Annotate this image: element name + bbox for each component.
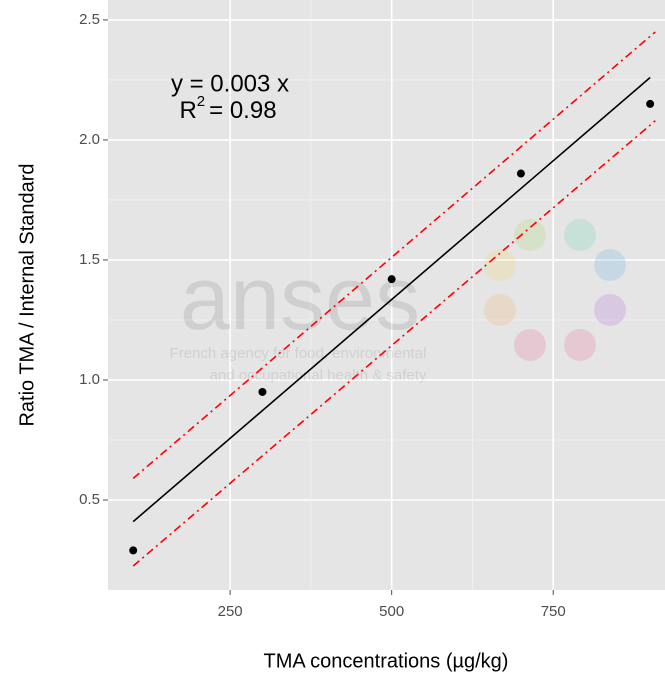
watermark-line: and occupational health & safety xyxy=(210,367,427,384)
r-symbol: R xyxy=(179,97,196,124)
grid xyxy=(108,0,665,590)
x-tick-label: 250 xyxy=(218,603,243,620)
y-tick-label: 2.0 xyxy=(79,131,100,148)
point xyxy=(387,275,396,284)
y-tick-label: 2.5 xyxy=(79,11,100,28)
watermark-line: French agency for food, environmental xyxy=(170,345,427,362)
point xyxy=(516,169,525,178)
lower-bound xyxy=(132,120,656,567)
y-tick-label: 0.5 xyxy=(79,491,100,508)
y-tick-label: 1.5 xyxy=(79,251,100,268)
x-axis-label: TMA concentrations (µg/kg) xyxy=(264,650,509,672)
watermark: anses French agency for food, environmen… xyxy=(170,249,427,384)
panel xyxy=(108,0,665,590)
watermark-ring xyxy=(484,219,626,361)
point xyxy=(258,387,267,396)
fit-line xyxy=(132,76,651,523)
r-value: = 0.98 xyxy=(209,97,276,124)
point xyxy=(129,546,138,555)
r-squared: R2 = 0.98 xyxy=(179,93,276,124)
y-axis-label: Ratio TMA / Internal Standard xyxy=(16,163,38,426)
r-exponent: 2 xyxy=(197,93,205,110)
upper-bound xyxy=(132,31,656,479)
point xyxy=(646,99,655,108)
y-tick-label: 1.0 xyxy=(79,371,100,388)
equation: y = 0.003 x xyxy=(171,70,289,97)
marks xyxy=(129,31,656,567)
x-tick-label: 750 xyxy=(541,603,566,620)
x-tick-label: 500 xyxy=(379,603,404,620)
watermark-logo: anses xyxy=(180,249,420,349)
